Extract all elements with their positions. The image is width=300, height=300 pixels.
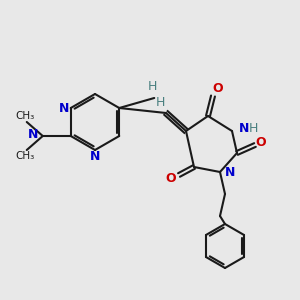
Text: O: O [166, 172, 176, 185]
Text: CH₃: CH₃ [15, 111, 34, 121]
Text: H: H [249, 122, 258, 134]
Text: N: N [90, 151, 100, 164]
Text: N: N [239, 122, 249, 134]
Text: N: N [225, 166, 236, 178]
Text: N: N [58, 101, 69, 115]
Text: N: N [27, 128, 38, 140]
Text: H: H [148, 80, 157, 92]
Text: O: O [256, 136, 266, 148]
Text: H: H [155, 97, 165, 110]
Text: O: O [213, 82, 223, 94]
Text: CH₃: CH₃ [15, 151, 34, 161]
